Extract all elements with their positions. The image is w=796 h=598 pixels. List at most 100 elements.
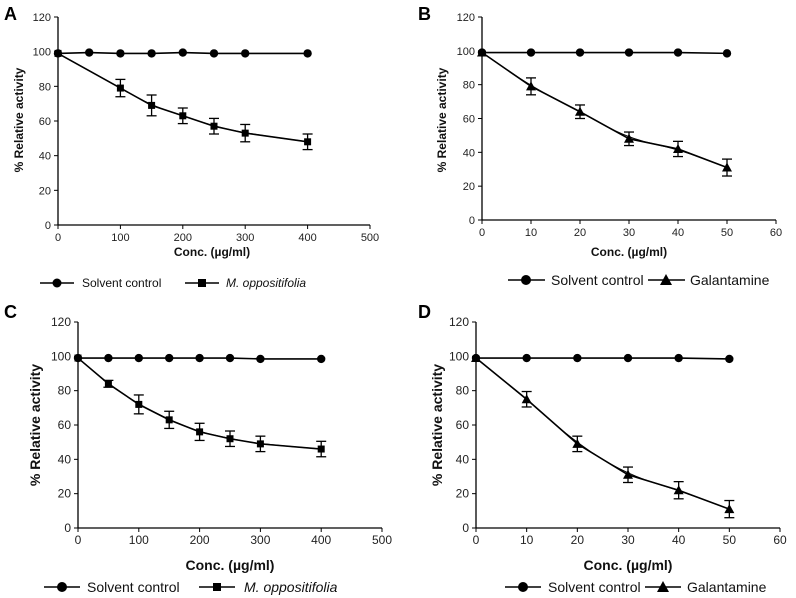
x-tick-label-a: 300 — [236, 232, 254, 244]
x-tick-label-b: 40 — [672, 227, 684, 239]
legend-circle-marker-c — [57, 582, 67, 592]
legend-square-marker-c — [213, 583, 221, 591]
x-tick-label-d: 30 — [621, 533, 635, 547]
y-tick-label-b: 20 — [463, 181, 475, 193]
x-axis-label-a: Conc. (µg/ml) — [174, 245, 250, 259]
data-point-extract-c — [317, 445, 325, 453]
y-tick-label-a: 100 — [33, 47, 51, 59]
data-point-solvent-a — [116, 49, 125, 58]
legend-label-drug-b: Galantamine — [690, 272, 770, 288]
y-tick-label-c: 60 — [58, 418, 72, 432]
data-point-solvent-c — [225, 353, 235, 363]
legend-d: Solvent control Galantamine — [505, 579, 767, 595]
legend-circle-marker-a — [52, 278, 62, 288]
data-point-drug-d — [521, 394, 532, 404]
data-point-solvent-d — [725, 354, 734, 364]
panel-letter-b: B — [418, 4, 431, 24]
y-tick-label-a: 60 — [39, 116, 51, 128]
panel-c: C 0 100 200 300 400 500 0 20 40 60 80 100 120 Conc. … — [4, 302, 392, 595]
y-tick-label-d: 120 — [449, 315, 469, 329]
data-point-solvent-d — [623, 353, 633, 363]
y-tick-label-b: 40 — [463, 147, 475, 159]
data-point-solvent-b — [526, 48, 536, 57]
data-point-drug-b — [624, 133, 634, 143]
data-point-solvent-c — [195, 353, 204, 363]
data-point-solvent-b — [673, 48, 683, 57]
data-point-extract-a — [304, 138, 312, 146]
x-tick-label-b: 50 — [721, 227, 733, 239]
data-point-solvent-a — [147, 49, 156, 58]
data-point-solvent-b — [575, 48, 585, 57]
data-point-drug-b — [673, 143, 683, 153]
y-tick-label-a: 0 — [45, 220, 51, 232]
x-tick-label-b: 30 — [623, 227, 635, 239]
data-point-drug-b — [722, 162, 732, 172]
x-axis-label-d: Conc. (µg/ml) — [584, 557, 673, 573]
legend-circle-marker-d — [518, 582, 528, 592]
x-tick-label-c: 200 — [190, 533, 210, 547]
data-point-drug-d — [572, 438, 583, 448]
x-tick-label-c: 400 — [311, 533, 331, 547]
data-point-drug-b — [575, 106, 585, 116]
fit-curve-extract-a — [57, 52, 308, 143]
legend-label-solvent-d: Solvent control — [548, 579, 641, 595]
y-tick-label-a: 20 — [39, 185, 51, 197]
y-axis-label-d: % Relative activity — [429, 364, 445, 486]
y-tick-label-b: 60 — [463, 114, 475, 126]
legend-square-marker-a — [198, 279, 206, 287]
data-point-drug-b — [477, 47, 487, 57]
panel-d: D 0 10 20 30 40 50 60 0 20 40 60 80 100 120 Conc. (µg… — [418, 302, 787, 595]
legend-label-solvent-a: Solvent control — [82, 276, 161, 290]
data-point-extract-a — [116, 84, 124, 92]
data-point-drug-d — [471, 353, 481, 363]
x-tick-label-c: 300 — [250, 533, 270, 547]
data-point-extract-a — [179, 112, 187, 120]
x-axis-label-b: Conc. (µg/ml) — [591, 245, 667, 259]
data-point-extract-a — [241, 129, 249, 137]
x-tick-label-b: 60 — [770, 227, 782, 239]
x-tick-label-c: 100 — [129, 533, 149, 547]
panel-letter-a: A — [4, 4, 17, 24]
panel-letter-c: C — [4, 302, 17, 322]
data-point-solvent-a — [303, 49, 312, 58]
data-point-solvent-a — [85, 48, 94, 57]
data-point-drug-d — [623, 469, 633, 479]
data-point-extract-c — [256, 440, 264, 448]
plot-b: 0 10 20 30 40 50 60 0 20 40 60 80 100 120 — [457, 12, 782, 239]
data-point-solvent-c — [134, 353, 143, 363]
x-tick-label-a: 500 — [361, 232, 379, 244]
series-line-extract-a — [57, 52, 308, 143]
data-point-solvent-c — [165, 353, 174, 363]
data-point-solvent-d — [573, 353, 582, 363]
legend-label-extract-c: M. oppositifolia — [244, 579, 338, 595]
x-tick-label-a: 200 — [174, 232, 192, 244]
x-tick-label-d: 50 — [723, 533, 737, 547]
y-tick-label-d: 100 — [449, 349, 469, 363]
y-tick-label-a: 80 — [39, 81, 51, 93]
y-tick-label-b: 120 — [457, 12, 475, 24]
panel-a: A 0 100 200 300 400 500 0 20 40 60 80 100 120 Conc. … — [4, 4, 379, 290]
data-point-extract-a — [148, 101, 156, 109]
legend-circle-marker-b — [521, 275, 531, 285]
series-line-solvent-d — [476, 357, 730, 360]
data-point-solvent-c — [317, 354, 326, 364]
fit-curve-drug-b — [481, 52, 728, 169]
x-tick-label-a: 0 — [55, 232, 61, 244]
legend-b: Solvent control Galantamine — [508, 272, 770, 288]
data-point-solvent-b — [722, 49, 732, 58]
y-tick-label-d: 0 — [462, 521, 469, 535]
data-point-solvent-a — [241, 49, 250, 58]
y-tick-label-c: 120 — [51, 315, 71, 329]
x-tick-label-b: 0 — [479, 227, 485, 239]
series-line-drug-d — [475, 357, 730, 510]
y-tick-label-d: 80 — [456, 384, 470, 398]
data-point-solvent-a — [209, 49, 219, 58]
series-line-solvent-c — [78, 357, 322, 360]
x-tick-label-b: 20 — [574, 227, 586, 239]
y-tick-label-d: 20 — [456, 487, 470, 501]
y-tick-label-c: 0 — [64, 521, 71, 535]
y-tick-label-c: 20 — [58, 487, 72, 501]
fit-curve-drug-d — [475, 357, 730, 510]
legend-label-solvent-c: Solvent control — [87, 579, 180, 595]
